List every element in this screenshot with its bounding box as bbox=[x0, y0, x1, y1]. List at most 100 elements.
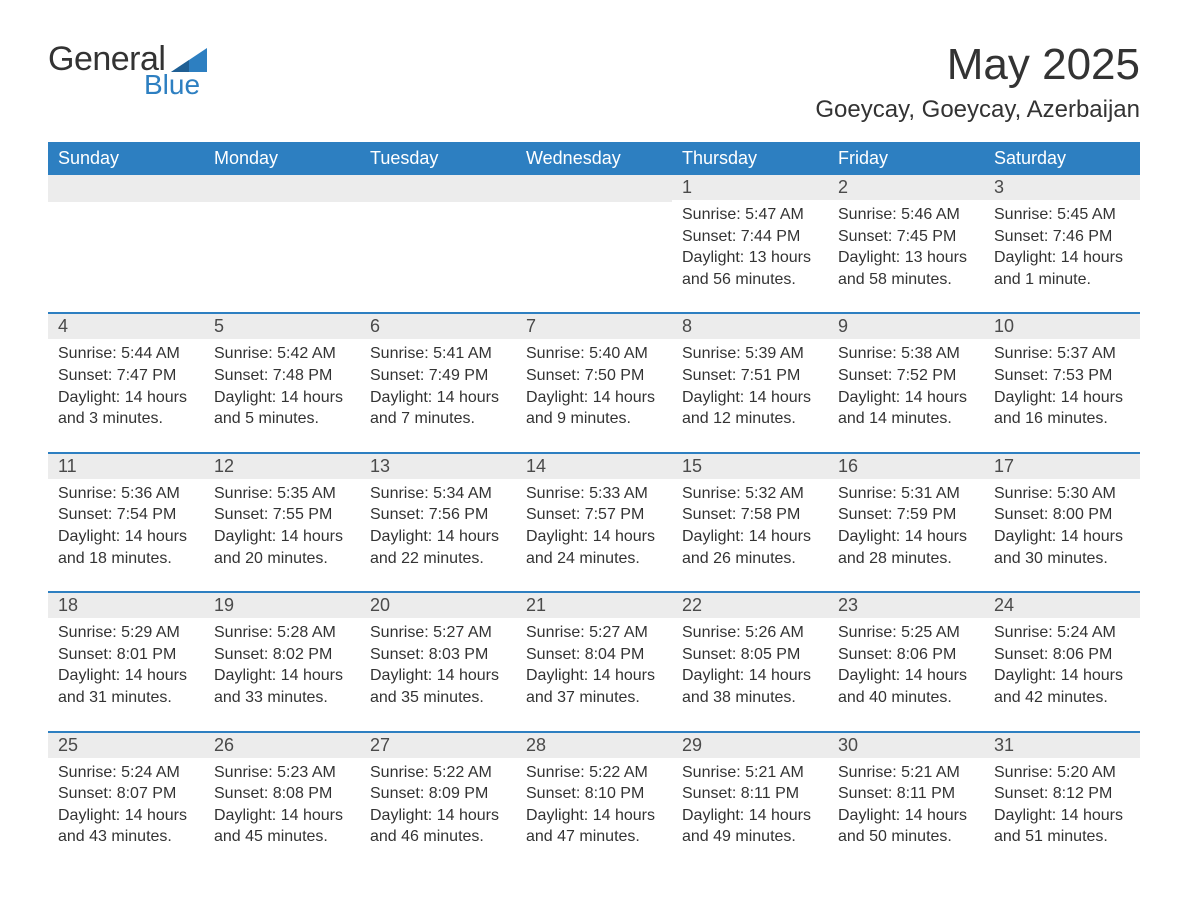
sunrise-text: Sunrise: 5:22 AM bbox=[370, 762, 506, 784]
sunset-text: Sunset: 7:50 PM bbox=[526, 365, 662, 387]
calendar-day-cell: 14Sunrise: 5:33 AMSunset: 7:57 PMDayligh… bbox=[516, 452, 672, 591]
day-details: Sunrise: 5:38 AMSunset: 7:52 PMDaylight:… bbox=[828, 339, 984, 451]
day-details: Sunrise: 5:40 AMSunset: 7:50 PMDaylight:… bbox=[516, 339, 672, 451]
calendar-day-cell: 9Sunrise: 5:38 AMSunset: 7:52 PMDaylight… bbox=[828, 312, 984, 451]
day-number: 1 bbox=[672, 175, 828, 200]
calendar-day-cell: 1Sunrise: 5:47 AMSunset: 7:44 PMDaylight… bbox=[672, 175, 828, 312]
sunset-text: Sunset: 7:51 PM bbox=[682, 365, 818, 387]
day-number: 13 bbox=[360, 452, 516, 479]
day-details: Sunrise: 5:33 AMSunset: 7:57 PMDaylight:… bbox=[516, 479, 672, 591]
sunset-text: Sunset: 8:02 PM bbox=[214, 644, 350, 666]
daylight-text: Daylight: 14 hours and 43 minutes. bbox=[58, 805, 194, 848]
sunset-text: Sunset: 7:49 PM bbox=[370, 365, 506, 387]
empty-day-header bbox=[48, 175, 204, 202]
calendar-day-cell: 18Sunrise: 5:29 AMSunset: 8:01 PMDayligh… bbox=[48, 591, 204, 730]
sunrise-text: Sunrise: 5:41 AM bbox=[370, 343, 506, 365]
day-number: 26 bbox=[204, 731, 360, 758]
sunrise-text: Sunrise: 5:42 AM bbox=[214, 343, 350, 365]
sunset-text: Sunset: 7:52 PM bbox=[838, 365, 974, 387]
calendar-column-header: Tuesday bbox=[360, 142, 516, 175]
day-number: 25 bbox=[48, 731, 204, 758]
sunset-text: Sunset: 8:06 PM bbox=[994, 644, 1130, 666]
calendar-day-cell: 8Sunrise: 5:39 AMSunset: 7:51 PMDaylight… bbox=[672, 312, 828, 451]
calendar-day-cell: 26Sunrise: 5:23 AMSunset: 8:08 PMDayligh… bbox=[204, 731, 360, 870]
day-number: 20 bbox=[360, 591, 516, 618]
calendar-day-cell: 11Sunrise: 5:36 AMSunset: 7:54 PMDayligh… bbox=[48, 452, 204, 591]
day-details: Sunrise: 5:22 AMSunset: 8:10 PMDaylight:… bbox=[516, 758, 672, 870]
day-number: 22 bbox=[672, 591, 828, 618]
calendar-day-cell: 15Sunrise: 5:32 AMSunset: 7:58 PMDayligh… bbox=[672, 452, 828, 591]
daylight-text: Daylight: 14 hours and 38 minutes. bbox=[682, 665, 818, 708]
empty-day-body bbox=[204, 202, 360, 296]
calendar-column-header: Wednesday bbox=[516, 142, 672, 175]
empty-day-header bbox=[204, 175, 360, 202]
empty-day-body bbox=[516, 202, 672, 296]
day-number: 18 bbox=[48, 591, 204, 618]
calendar-week-row: 4Sunrise: 5:44 AMSunset: 7:47 PMDaylight… bbox=[48, 312, 1140, 451]
daylight-text: Daylight: 13 hours and 58 minutes. bbox=[838, 247, 974, 290]
daylight-text: Daylight: 14 hours and 37 minutes. bbox=[526, 665, 662, 708]
day-number: 4 bbox=[48, 312, 204, 339]
sunset-text: Sunset: 7:54 PM bbox=[58, 504, 194, 526]
sunrise-text: Sunrise: 5:46 AM bbox=[838, 204, 974, 226]
calendar-day-cell: 30Sunrise: 5:21 AMSunset: 8:11 PMDayligh… bbox=[828, 731, 984, 870]
day-details: Sunrise: 5:31 AMSunset: 7:59 PMDaylight:… bbox=[828, 479, 984, 591]
daylight-text: Daylight: 14 hours and 24 minutes. bbox=[526, 526, 662, 569]
day-details: Sunrise: 5:35 AMSunset: 7:55 PMDaylight:… bbox=[204, 479, 360, 591]
sunset-text: Sunset: 8:10 PM bbox=[526, 783, 662, 805]
sunrise-text: Sunrise: 5:27 AM bbox=[526, 622, 662, 644]
day-details: Sunrise: 5:41 AMSunset: 7:49 PMDaylight:… bbox=[360, 339, 516, 451]
day-number: 19 bbox=[204, 591, 360, 618]
day-details: Sunrise: 5:25 AMSunset: 8:06 PMDaylight:… bbox=[828, 618, 984, 730]
day-number: 9 bbox=[828, 312, 984, 339]
sunrise-text: Sunrise: 5:33 AM bbox=[526, 483, 662, 505]
day-number: 16 bbox=[828, 452, 984, 479]
calendar-day-cell: 22Sunrise: 5:26 AMSunset: 8:05 PMDayligh… bbox=[672, 591, 828, 730]
sunset-text: Sunset: 7:56 PM bbox=[370, 504, 506, 526]
sunrise-text: Sunrise: 5:35 AM bbox=[214, 483, 350, 505]
calendar-day-cell bbox=[48, 175, 204, 312]
day-details: Sunrise: 5:28 AMSunset: 8:02 PMDaylight:… bbox=[204, 618, 360, 730]
sunrise-text: Sunrise: 5:26 AM bbox=[682, 622, 818, 644]
calendar-column-header: Friday bbox=[828, 142, 984, 175]
day-details: Sunrise: 5:26 AMSunset: 8:05 PMDaylight:… bbox=[672, 618, 828, 730]
page-container: General Blue May 2025 Goeycay, Goeycay, … bbox=[0, 0, 1188, 918]
sunrise-text: Sunrise: 5:21 AM bbox=[682, 762, 818, 784]
calendar-day-cell: 21Sunrise: 5:27 AMSunset: 8:04 PMDayligh… bbox=[516, 591, 672, 730]
day-number: 15 bbox=[672, 452, 828, 479]
sunrise-text: Sunrise: 5:47 AM bbox=[682, 204, 818, 226]
calendar-day-cell: 31Sunrise: 5:20 AMSunset: 8:12 PMDayligh… bbox=[984, 731, 1140, 870]
day-number: 3 bbox=[984, 175, 1140, 200]
day-number: 11 bbox=[48, 452, 204, 479]
page-title: May 2025 bbox=[815, 40, 1140, 90]
sunset-text: Sunset: 7:58 PM bbox=[682, 504, 818, 526]
calendar-body: 1Sunrise: 5:47 AMSunset: 7:44 PMDaylight… bbox=[48, 175, 1140, 870]
sunset-text: Sunset: 7:46 PM bbox=[994, 226, 1130, 248]
day-details: Sunrise: 5:34 AMSunset: 7:56 PMDaylight:… bbox=[360, 479, 516, 591]
sunrise-text: Sunrise: 5:34 AM bbox=[370, 483, 506, 505]
day-number: 27 bbox=[360, 731, 516, 758]
day-number: 30 bbox=[828, 731, 984, 758]
sunrise-text: Sunrise: 5:30 AM bbox=[994, 483, 1130, 505]
day-number: 28 bbox=[516, 731, 672, 758]
sunset-text: Sunset: 8:09 PM bbox=[370, 783, 506, 805]
day-number: 5 bbox=[204, 312, 360, 339]
sunrise-text: Sunrise: 5:37 AM bbox=[994, 343, 1130, 365]
daylight-text: Daylight: 14 hours and 51 minutes. bbox=[994, 805, 1130, 848]
sunrise-text: Sunrise: 5:23 AM bbox=[214, 762, 350, 784]
sunrise-text: Sunrise: 5:36 AM bbox=[58, 483, 194, 505]
sunrise-text: Sunrise: 5:20 AM bbox=[994, 762, 1130, 784]
calendar-day-cell bbox=[360, 175, 516, 312]
empty-day-header bbox=[516, 175, 672, 202]
sunset-text: Sunset: 8:07 PM bbox=[58, 783, 194, 805]
daylight-text: Daylight: 14 hours and 22 minutes. bbox=[370, 526, 506, 569]
sunrise-text: Sunrise: 5:44 AM bbox=[58, 343, 194, 365]
day-details: Sunrise: 5:27 AMSunset: 8:03 PMDaylight:… bbox=[360, 618, 516, 730]
day-number: 31 bbox=[984, 731, 1140, 758]
daylight-text: Daylight: 14 hours and 49 minutes. bbox=[682, 805, 818, 848]
day-number: 23 bbox=[828, 591, 984, 618]
calendar-column-header: Monday bbox=[204, 142, 360, 175]
sunset-text: Sunset: 7:57 PM bbox=[526, 504, 662, 526]
calendar-head: SundayMondayTuesdayWednesdayThursdayFrid… bbox=[48, 142, 1140, 175]
sunrise-text: Sunrise: 5:31 AM bbox=[838, 483, 974, 505]
